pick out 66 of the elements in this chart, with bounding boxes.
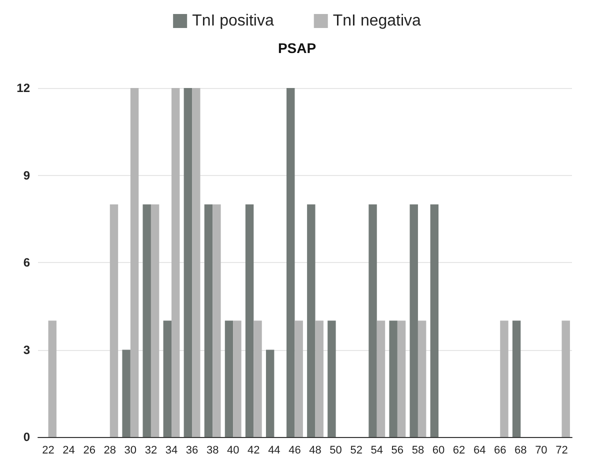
x-tick-label: 50: [330, 444, 342, 456]
x-tick-label: 58: [412, 444, 424, 456]
y-tick-label: 9: [23, 168, 30, 182]
bar: [48, 320, 56, 437]
x-tick-label: 40: [226, 444, 240, 456]
x-tick-label: 60: [432, 444, 445, 456]
legend-label: TnI negativa: [332, 12, 422, 30]
x-tick-label: 26: [83, 444, 96, 456]
x-tick-label: 70: [535, 444, 548, 456]
bar: [204, 204, 213, 437]
x-tick-label: 22: [42, 444, 54, 456]
bar: [307, 204, 316, 437]
x-tick-label: 24: [62, 444, 75, 456]
bar: [184, 88, 192, 437]
bar: [500, 320, 508, 437]
x-tick-label: 64: [473, 444, 486, 456]
bar: [418, 320, 426, 437]
bar: [122, 350, 130, 437]
bar: [142, 204, 151, 437]
bar: [294, 320, 303, 437]
x-tick-label: 66: [494, 444, 506, 456]
bar: [397, 320, 406, 437]
x-tick-label: 72: [556, 444, 568, 456]
x-tick-label: 48: [309, 444, 322, 456]
bar: [410, 204, 418, 437]
x-tick-label: 36: [186, 444, 198, 456]
x-tick-label: 44: [268, 444, 280, 456]
bar: [233, 320, 242, 437]
x-tick-label: 54: [370, 444, 384, 456]
x-tick-label: 42: [248, 444, 260, 456]
x-tick-label: 62: [452, 444, 466, 456]
bar: [245, 204, 254, 437]
x-tick-label: 56: [391, 444, 404, 456]
x-tick-label: 32: [144, 444, 158, 456]
bar: [163, 320, 172, 437]
bar: [192, 88, 200, 437]
x-tick-label: 38: [206, 444, 219, 456]
legend-label: TnI positiva: [192, 12, 274, 30]
bar: [150, 204, 160, 437]
bar: [254, 320, 262, 437]
y-tick-label: 3: [23, 342, 30, 357]
bar: [172, 88, 180, 437]
bar: [315, 320, 324, 437]
x-tick-label: 52: [350, 444, 362, 456]
bar: [368, 204, 377, 437]
bar: [212, 204, 221, 437]
bar: [376, 320, 386, 437]
bar: [110, 204, 118, 437]
x-tick-label: 34: [165, 444, 178, 456]
y-tick-label: 12: [16, 81, 30, 95]
x-tick-label: 46: [288, 444, 301, 456]
bar: [328, 320, 336, 437]
x-tick-label: 68: [514, 444, 527, 456]
y-tick-label: 6: [23, 256, 30, 270]
bar: [389, 320, 398, 437]
bar: [286, 88, 295, 437]
bar: [224, 320, 234, 437]
bar: [512, 320, 521, 437]
x-tick-label: 30: [124, 444, 137, 456]
bar: [430, 204, 438, 437]
bar: [266, 350, 274, 437]
chart-title: PSAP: [278, 40, 316, 56]
bar: [130, 88, 139, 437]
bar: [562, 320, 570, 437]
y-tick-label: 0: [23, 430, 30, 444]
x-tick-label: 28: [104, 444, 116, 456]
